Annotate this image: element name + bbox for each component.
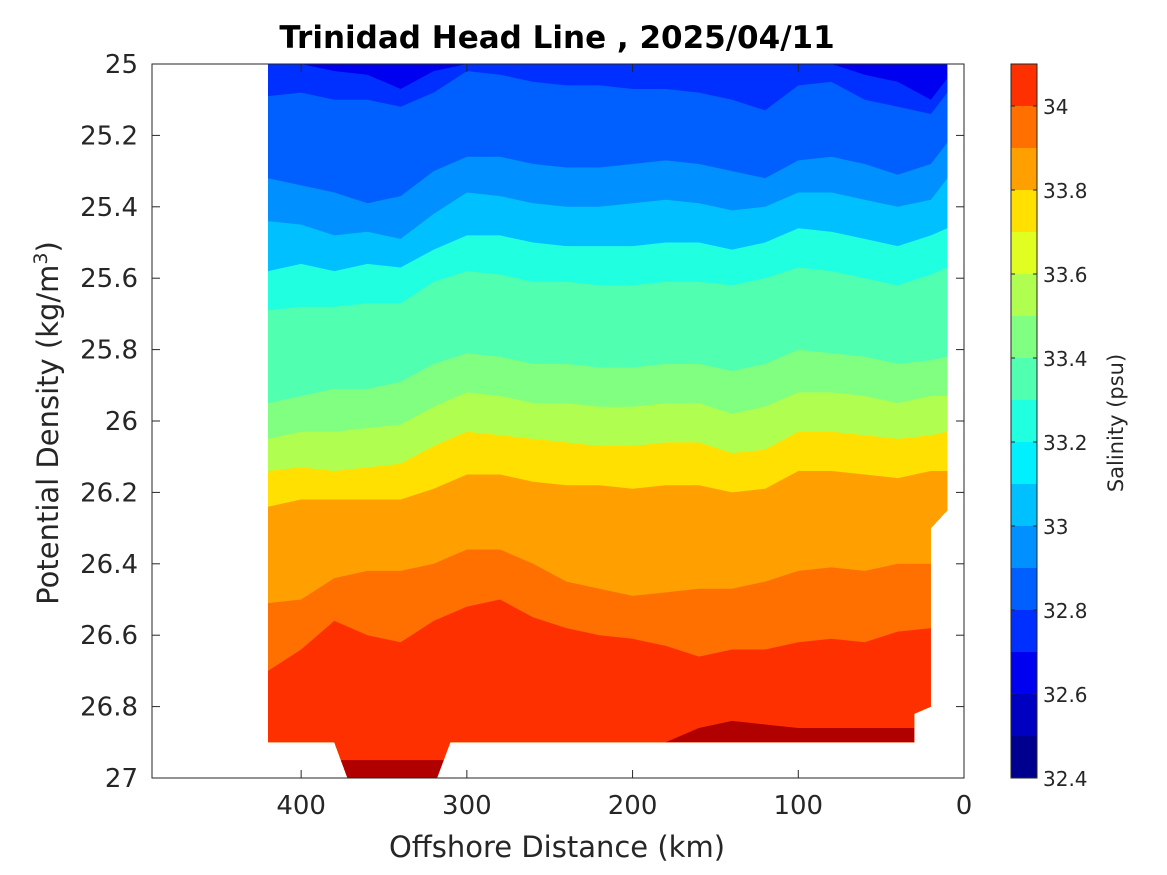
colorbar: 32.4 32.6 32.8 33 33.2 33.4 33.6 33.8 34 (1010, 63, 1088, 791)
y-tick-label: 26.2 (80, 478, 138, 508)
salinity-bands (268, 64, 948, 778)
colorbar-segment (1011, 484, 1037, 526)
y-tick-label: 25 (105, 50, 138, 80)
y-tick-label: 26 (105, 407, 138, 437)
colorbar-segment (1011, 736, 1037, 778)
y-axis-label-main: Potential Density (kg/m (31, 265, 65, 605)
x-axis: 400 300 200 100 0 (276, 64, 972, 821)
colorbar-tick-label: 34 (1043, 95, 1068, 119)
x-tick-label: 100 (773, 791, 823, 821)
colorbar-segment (1011, 232, 1037, 274)
colorbar-segment (1011, 64, 1037, 106)
colorbar-tick-label: 33.2 (1043, 431, 1088, 455)
y-axis-label: Potential Density (kg/m3) (30, 241, 65, 605)
y-tick-label: 26.6 (80, 621, 138, 651)
x-tick-label: 300 (442, 791, 492, 821)
x-tick-label: 200 (608, 791, 658, 821)
chart-title: Trinidad Head Line , 2025/04/11 (279, 20, 834, 56)
y-tick-label: 25.8 (80, 336, 138, 366)
colorbar-segment (1011, 358, 1037, 400)
x-tick-label: 400 (276, 791, 326, 821)
colorbar-segment (1011, 526, 1037, 568)
y-axis-label-superscript: 3 (30, 252, 52, 264)
colorbar-segment (1011, 148, 1037, 190)
colorbar-segment (1011, 694, 1037, 736)
y-tick-label: 26.8 (80, 693, 138, 723)
colorbar-segment (1011, 568, 1037, 610)
y-axis: 25 25.2 25.4 25.6 25.8 26 26.2 26.4 26.6 26.8 27 (80, 50, 964, 794)
x-tick-label: 0 (956, 791, 973, 821)
y-tick-label: 27 (105, 764, 138, 794)
colorbar-tick-label: 32.4 (1043, 767, 1088, 791)
y-tick-label: 26.4 (80, 550, 138, 580)
y-tick-label: 25.2 (80, 121, 138, 151)
y-tick-label: 25.4 (80, 193, 138, 223)
colorbar-label: Salinity (psu) (1104, 354, 1128, 492)
colorbar-tick-label: 33.6 (1043, 263, 1088, 287)
colorbar-segment (1011, 316, 1037, 358)
colorbar-segment (1011, 400, 1037, 442)
y-tick-label: 25.6 (80, 264, 138, 294)
colorbar-frame (1010, 63, 1038, 779)
contour-fill (268, 64, 948, 778)
colorbar-segment (1011, 652, 1037, 694)
colorbar-tick-label: 33.8 (1043, 179, 1088, 203)
colorbar-tick-label: 33 (1043, 515, 1068, 539)
colorbar-tick-label: 33.4 (1043, 347, 1088, 371)
plot-area: 400 300 200 100 0 25 25.2 25.4 25.6 25.8 26 26.2 26… (80, 50, 972, 821)
colorbar-segment (1011, 610, 1037, 652)
colorbar-tick-label: 32.8 (1043, 599, 1088, 623)
colorbar-segment (1011, 442, 1037, 484)
colorbar-segment (1011, 190, 1037, 232)
x-axis-label: Offshore Distance (km) (389, 830, 725, 864)
colorbar-segment (1011, 106, 1037, 148)
y-axis-label-close: ) (31, 241, 65, 252)
colorbar-tick-label: 32.6 (1043, 683, 1088, 707)
colorbar-segment (1011, 274, 1037, 316)
